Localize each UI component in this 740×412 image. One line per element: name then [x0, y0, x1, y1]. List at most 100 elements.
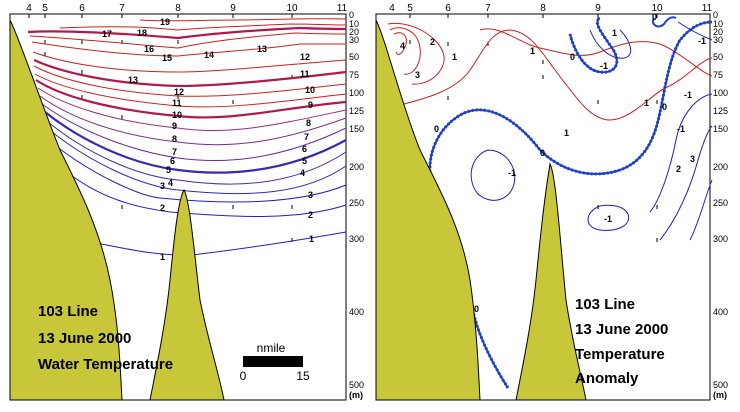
right-panel: 4 5 6 7 8 9 10 11 [375, 3, 728, 401]
left-depth-unit: (m) [349, 390, 363, 400]
contour-label: 18 [137, 28, 147, 38]
depth-label: 20 [349, 27, 359, 37]
left-station-label: 8 [175, 3, 181, 14]
depth-label: 250 [713, 198, 728, 208]
right-station-labels: 4 5 6 7 8 9 10 11 [389, 3, 712, 14]
contour-label: -1 [604, 214, 612, 224]
contour-label: 19 [160, 17, 170, 27]
anomaly-contour-minus1-right [649, 93, 713, 213]
right-contour-labels: 4 3 2 1 1 1 1 1 0 0 0 0 0 0 -1 -1 -1 -1 … [400, 12, 706, 314]
depth-label: 300 [349, 234, 364, 244]
contour-label: 1 [530, 46, 535, 56]
scale-bar-rect [243, 356, 303, 367]
depth-label: 300 [713, 234, 728, 244]
right-title-line3: Temperature [575, 346, 665, 363]
contour-7 [41, 103, 347, 162]
right-title-line2: 13 June 2000 [575, 321, 668, 338]
contour-label: 3 [160, 181, 165, 191]
contour-9 [37, 87, 347, 132]
contour-label: 12 [300, 52, 310, 62]
left-station-label: 9 [230, 3, 236, 14]
depth-label: 400 [349, 307, 364, 317]
contour-label: 4 [300, 168, 305, 178]
contour-label: -1 [508, 168, 516, 178]
right-seamount [515, 162, 587, 401]
left-station-label: 7 [119, 3, 125, 14]
left-station-label: 10 [286, 3, 298, 14]
depth-label: 50 [349, 52, 359, 62]
left-contour-labels: 19 18 17 16 15 14 13 13 12 12 11 11 10 1… [102, 17, 315, 262]
anomaly-contour-3 [389, 27, 421, 75]
contour-15 [31, 41, 346, 57]
contour-3 [55, 145, 347, 203]
anomaly-contour-0-upper-line [569, 17, 618, 74]
contour-label: 12 [174, 87, 184, 97]
contour-19 [139, 18, 347, 22]
contour-label: 0 [540, 148, 545, 158]
anomaly-contour-minus1-upper [589, 29, 632, 59]
right-station-label: 4 [389, 3, 395, 14]
contour-1 [91, 231, 347, 256]
contour-label: 7 [172, 147, 177, 157]
anomaly-contour-minus1-topright [677, 21, 713, 41]
contour-label: 3 [690, 154, 695, 164]
contour-label: -1 [684, 90, 692, 100]
left-station-labels: 4 5 6 7 8 9 10 11 [26, 3, 347, 14]
contour-label: 10 [305, 85, 315, 95]
depth-label: 500 [713, 380, 728, 390]
contour-label: 5 [166, 165, 171, 175]
contour-10 [35, 79, 347, 119]
contour-label: 0 [434, 124, 439, 134]
anomaly-contour-1b [479, 28, 713, 77]
contour-label: 7 [304, 132, 309, 142]
depth-label: 200 [713, 162, 728, 172]
contour-label: 4 [168, 178, 173, 188]
scale-bar-label: nmile [257, 341, 286, 355]
contour-label: 8 [172, 134, 177, 144]
anomaly-contour-3-right [689, 179, 713, 241]
right-station-label: 10 [651, 3, 663, 14]
contour-label: 2 [308, 210, 313, 220]
contour-label: 0 [652, 12, 657, 22]
contour-label: 11 [172, 98, 182, 108]
contour-label: 14 [204, 50, 214, 60]
contour-4 [51, 131, 347, 195]
right-title-line4: Anomaly [575, 370, 639, 387]
depth-label: 250 [349, 198, 364, 208]
depth-label: 125 [713, 106, 728, 116]
contour-label: 16 [144, 44, 154, 54]
contour-label: 1 [564, 128, 569, 138]
contour-label: 2 [430, 37, 435, 47]
scale-bar-tick: 15 [296, 369, 310, 383]
contour-label: 4 [400, 41, 405, 51]
contour-label: 9 [308, 100, 313, 110]
contour-label: 3 [415, 70, 420, 80]
contour-label: 9 [172, 121, 177, 131]
contour-13 [33, 59, 347, 88]
right-continental-slope [375, 19, 481, 401]
contour-label: 1 [612, 28, 617, 38]
right-depth-unit: (m) [713, 390, 727, 400]
left-station-label: 5 [42, 3, 48, 14]
right-negative-contours [470, 21, 713, 241]
contour-18 [59, 23, 347, 31]
left-title-line3: Water Temperature [38, 356, 173, 373]
right-station-label: 6 [445, 3, 451, 14]
contour-label: -1 [677, 124, 685, 134]
depth-label: 20 [713, 27, 723, 37]
anomaly-contour-2-right [659, 125, 713, 241]
contour-label: 11 [300, 69, 310, 79]
contour-8 [39, 95, 347, 146]
scale-bar: nmile 0 15 [240, 341, 310, 383]
contour-label: 10 [172, 110, 182, 120]
contour-label: 2 [676, 164, 681, 174]
depth-label: 200 [349, 162, 364, 172]
right-station-label: 9 [595, 3, 601, 14]
contour-label: 0 [662, 102, 667, 112]
right-station-label: 11 [702, 3, 713, 14]
right-title-line1: 103 Line [575, 296, 635, 313]
depth-label: 125 [349, 106, 364, 116]
depth-label: 500 [349, 380, 364, 390]
contour-16 [29, 32, 347, 49]
depth-label: 10 [349, 19, 359, 29]
